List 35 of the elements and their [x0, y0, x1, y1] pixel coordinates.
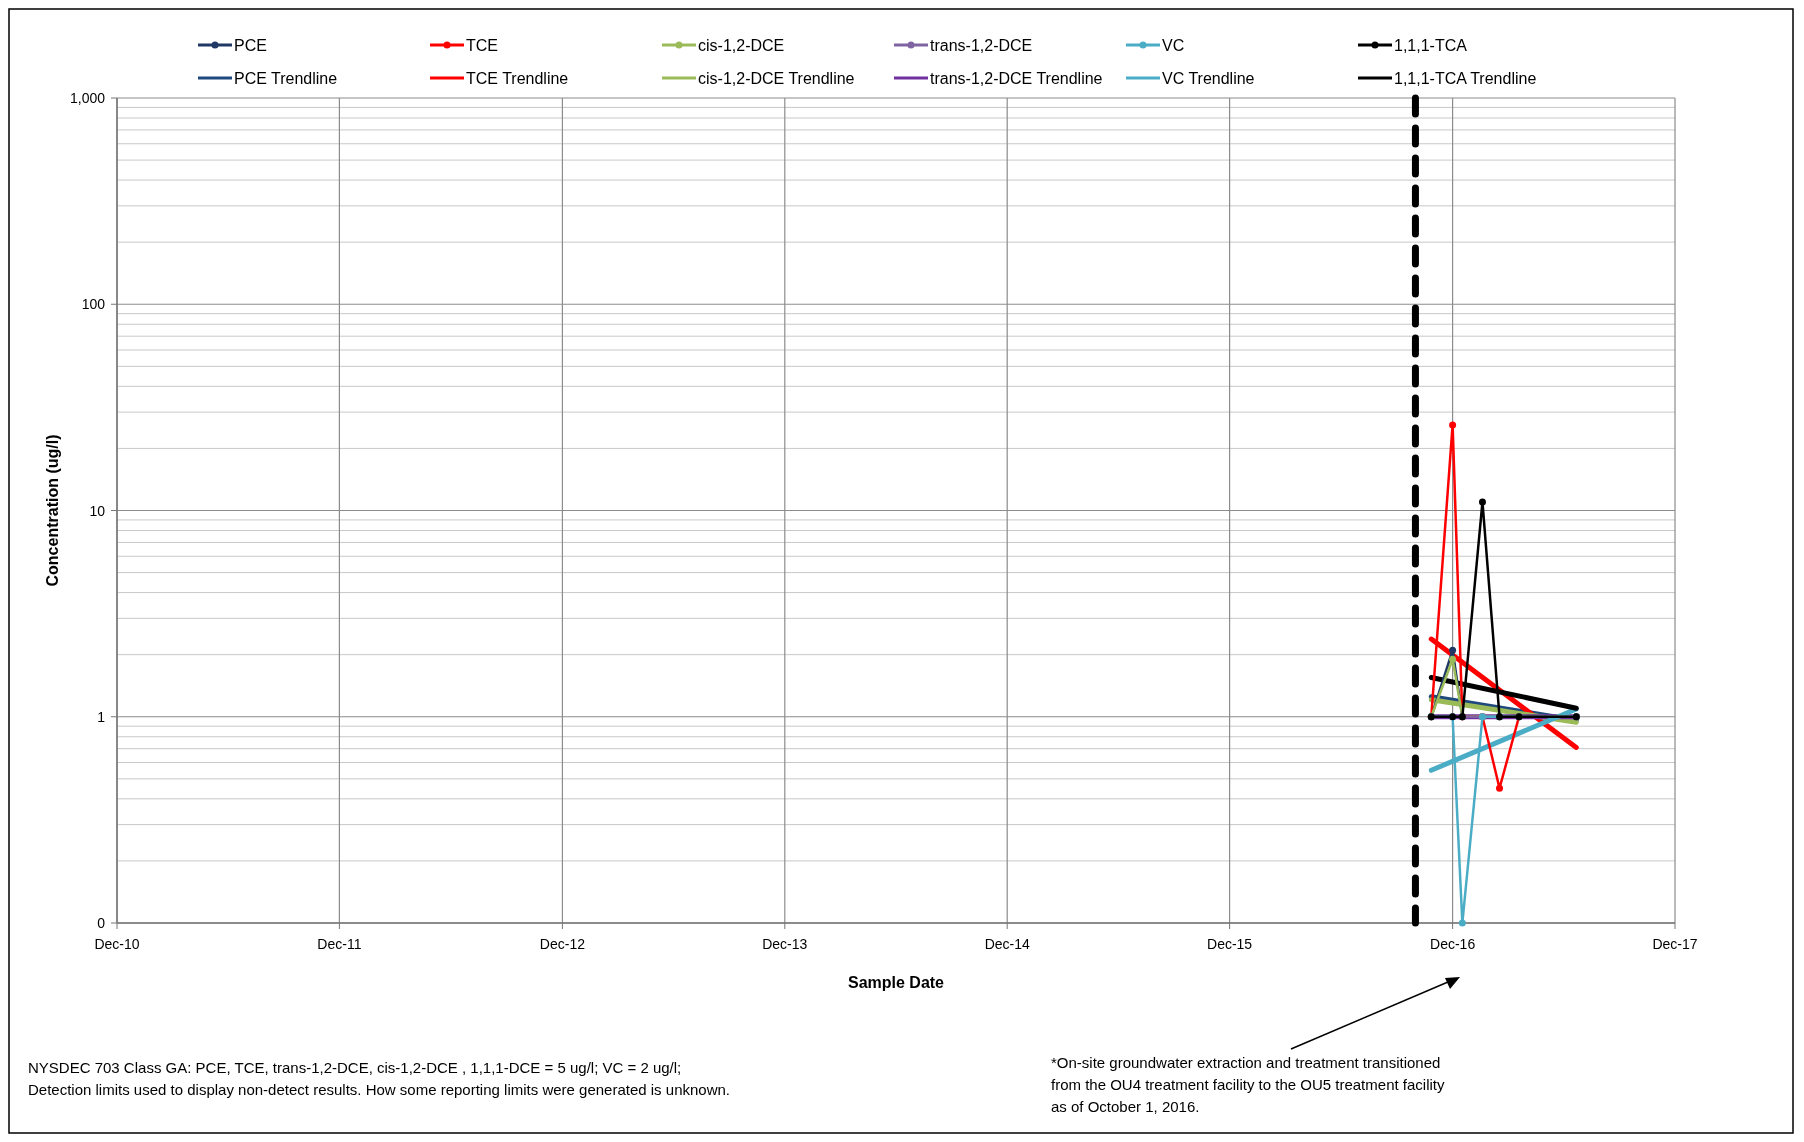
legend-label: cis-1,2-DCE [698, 37, 785, 54]
x-tick-label: Dec-11 [317, 936, 362, 952]
point [1458, 919, 1466, 927]
x-tick-label: Dec-13 [762, 936, 808, 952]
legend-label: trans-1,2-DCE Trendline [930, 70, 1103, 87]
point [1449, 655, 1457, 663]
x-tick-label: Dec-10 [94, 936, 140, 952]
legend-label: TCE [466, 37, 498, 54]
y-tick-label: 100 [81, 296, 106, 313]
legend-label: cis-1,2-DCE Trendline [698, 70, 855, 87]
x-tick-label: Dec-16 [1430, 936, 1476, 952]
point [1449, 646, 1457, 654]
text: NYSDEC 703 Class GA: PCE, TCE, trans-1,2-DCE, cis-1,2-DCE , 1,1,1-DCE = 5 ug/l; VC = 2 ug/l; Detection limits used to display non-detect results. How some reporting limits were generated is unknown. [28, 1059, 730, 1098]
x-tick-label: Dec-17 [1652, 936, 1698, 952]
y-tick-label: 10 [89, 502, 106, 519]
point [1449, 421, 1457, 429]
x-tick-label: Dec-12 [539, 936, 586, 952]
legend-label: TCE Trendline [466, 70, 569, 87]
x-tick-label: Dec-15 [1207, 936, 1253, 952]
point [1496, 784, 1504, 792]
legend-label: PCE [234, 37, 267, 54]
legend-label: VC [1162, 37, 1185, 54]
legend-label: trans-1,2-DCE [930, 37, 1033, 54]
y-tick-label: 0 [97, 915, 106, 931]
point [1478, 498, 1486, 506]
legend-label: PCE Trendline [234, 70, 338, 87]
x-axis-title: Sample Date [847, 974, 945, 991]
x-tick-label: Dec-14 [984, 936, 1030, 952]
y-tick-label: 1 [97, 708, 106, 725]
legend-label: 1,1,1-TCA [1394, 37, 1468, 54]
text: *On-site groundwater extraction and treatment transitioned from the OU4 treatment facility to the OU5 treatment facility as of October 1, 2016. [1051, 1054, 1445, 1115]
y-tick-label: 1,000 [69, 90, 106, 106]
legend-label: 1,1,1-TCA Trendline [1394, 70, 1537, 87]
y-axis-title: Concentration (ug/l) [44, 434, 61, 587]
legend-label: VC Trendline [1162, 70, 1255, 87]
